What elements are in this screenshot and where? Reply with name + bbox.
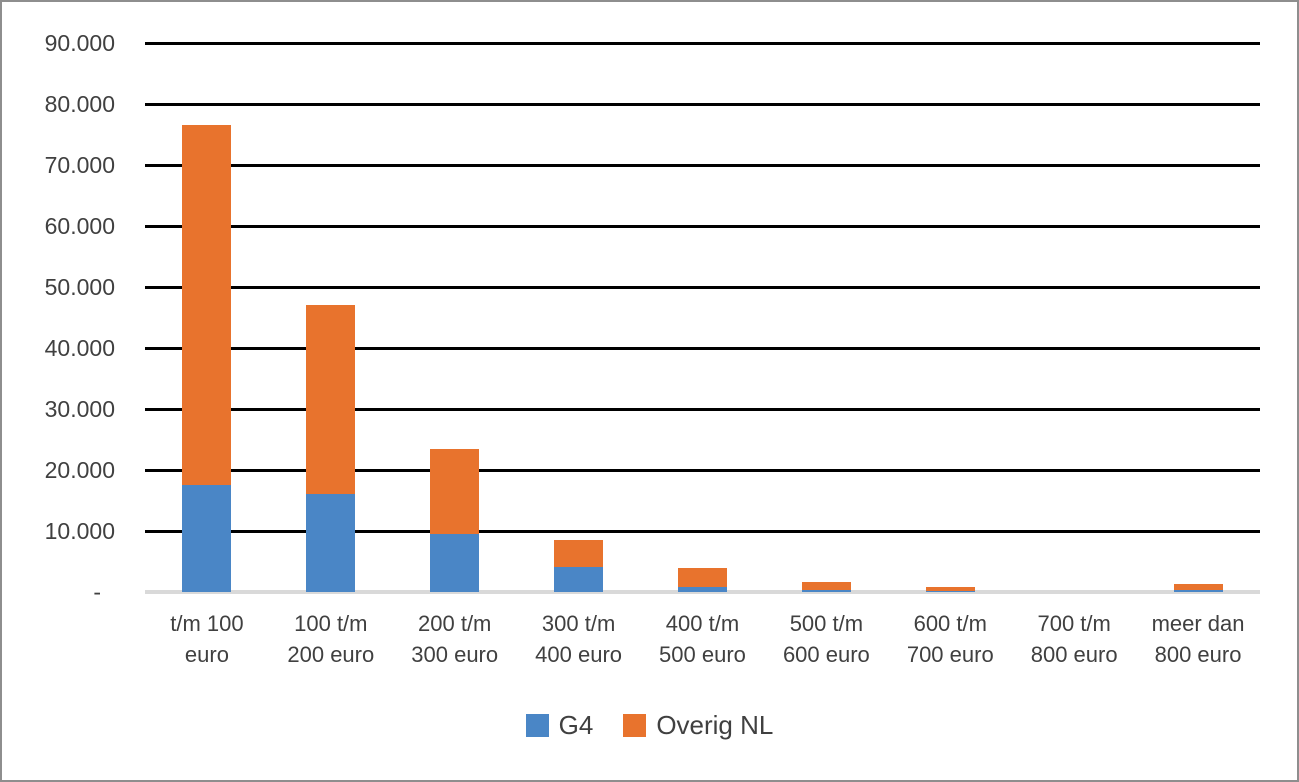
x-tick-label: t/m 100 euro (145, 608, 269, 670)
x-tick-label-line: 700 euro (906, 642, 994, 667)
x-tick-label-line: t/m 100 (170, 611, 244, 636)
gridline (145, 529, 1260, 533)
x-tick-label-line: 800 euro (1154, 642, 1242, 667)
x-tick-label: 600 t/m 700 euro (888, 608, 1012, 670)
bar-segment-g4 (678, 586, 727, 592)
x-tick-label-line: 500 euro (659, 642, 746, 667)
gridline (145, 224, 1260, 228)
x-tick-label-line: 300 euro (411, 642, 499, 667)
bar-segment-overig-nl (306, 305, 356, 495)
legend-item-overig-nl: Overig NL (623, 710, 773, 741)
bar-segment-g4 (1173, 590, 1223, 592)
bar-segment-g4 (182, 485, 232, 592)
y-tick-label: 40.000 (44, 335, 115, 361)
bar-segment-overig-nl (554, 540, 604, 567)
x-tick-label-line: 600 t/m (913, 611, 987, 636)
bar-segment-overig-nl (925, 587, 975, 591)
x-tick-label-line: 400 t/m (665, 611, 740, 636)
bar-segment-g4 (925, 590, 975, 592)
y-tick-label: 80.000 (44, 91, 115, 117)
y-tick-label: 70.000 (44, 152, 115, 178)
gridline (145, 163, 1260, 167)
x-tick-label: 700 t/m 800 euro (1012, 608, 1136, 670)
y-tick-label: 20.000 (44, 457, 115, 483)
bar-segment-overig-nl (1173, 584, 1223, 591)
x-axis-line (145, 590, 1260, 594)
legend-label: Overig NL (656, 710, 774, 740)
y-tick-label: 30.000 (44, 396, 115, 422)
x-tick-label-line: 700 t/m (1037, 611, 1111, 636)
bar-segment-overig-nl (182, 125, 232, 486)
bar-segment-g4 (430, 534, 480, 592)
legend-swatch-icon (525, 714, 549, 737)
bar-segment-overig-nl (430, 448, 480, 535)
legend-swatch-icon (623, 714, 647, 737)
x-tick-label: 300 t/m 400 euro (517, 608, 641, 670)
gridline (145, 468, 1260, 472)
y-tick-label: - (93, 579, 101, 605)
x-tick-label: 500 t/m 600 euro (764, 608, 888, 670)
gridline (145, 285, 1260, 289)
legend: G4 Overig NL (2, 710, 1297, 741)
bar-segment-g4 (306, 494, 356, 592)
bar-segment-overig-nl (801, 582, 851, 590)
gridline (145, 102, 1260, 106)
plot-area (145, 41, 1260, 594)
legend-label: G4 (558, 710, 594, 740)
x-tick-label: 200 t/m 300 euro (393, 608, 517, 670)
x-tick-label-line: 100 t/m (294, 611, 368, 636)
x-tick-label: 100 t/m 200 euro (269, 608, 393, 670)
gridline (145, 41, 1260, 45)
x-tick-label: meer dan 800 euro (1136, 608, 1260, 670)
x-tick-label-line: 300 t/m (541, 611, 616, 636)
legend-item-g4: G4 (525, 710, 594, 741)
gridline (145, 346, 1260, 350)
x-tick-label-line: 500 t/m (789, 611, 864, 636)
x-tick-label-line: meer dan (1151, 611, 1245, 636)
x-tick-label-line: 800 euro (1030, 642, 1118, 667)
y-tick-label: 60.000 (44, 213, 115, 239)
y-tick-label: 10.000 (44, 518, 115, 544)
x-tick-label-line: 200 euro (287, 642, 375, 667)
x-tick-label: 400 t/m 500 euro (641, 608, 765, 670)
y-tick-label: 50.000 (44, 274, 115, 300)
bar-segment-g4 (554, 567, 604, 592)
x-tick-label-line: 600 euro (782, 642, 870, 667)
x-tick-label-line: 400 euro (535, 642, 623, 667)
bar-segment-overig-nl (678, 568, 727, 587)
y-tick-label: 90.000 (44, 30, 115, 56)
x-tick-label-line: euro (184, 642, 229, 667)
gridline (145, 407, 1260, 411)
x-tick-label-line: 200 t/m (418, 611, 492, 636)
bar-segment-g4 (801, 589, 851, 592)
